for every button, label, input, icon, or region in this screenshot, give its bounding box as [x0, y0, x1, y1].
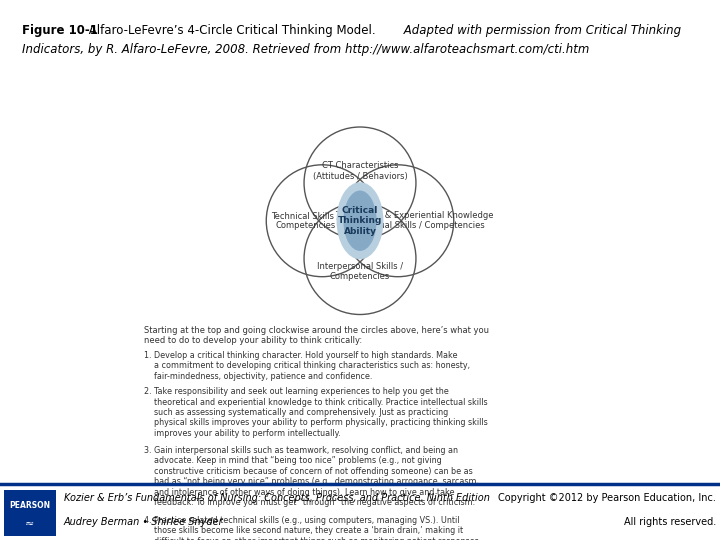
- Text: 2. Take responsibility and seek out learning experiences to help you get the
   : 2. Take responsibility and seek out lear…: [144, 387, 487, 438]
- Text: Theoretical & Experiential Knowledge
Intellectual Skills / Competencies: Theoretical & Experiential Knowledge Int…: [336, 211, 494, 231]
- Ellipse shape: [343, 191, 377, 251]
- Text: PEARSON: PEARSON: [9, 501, 50, 510]
- Text: Adapted with permission from Critical Thinking: Adapted with permission from Critical Th…: [400, 24, 680, 37]
- Text: ≈: ≈: [25, 519, 35, 529]
- Text: All rights reserved.: All rights reserved.: [624, 517, 716, 527]
- Text: Figure 10-1: Figure 10-1: [22, 24, 97, 37]
- Text: Copyright ©2012 by Pearson Education, Inc.: Copyright ©2012 by Pearson Education, In…: [498, 492, 716, 503]
- Text: Starting at the top and going clockwise around the circles above, here’s what yo: Starting at the top and going clockwise …: [144, 326, 489, 346]
- Text: Critical
Thinking
Ability: Critical Thinking Ability: [338, 206, 382, 235]
- Ellipse shape: [336, 182, 384, 259]
- Text: 3. Gain interpersonal skills such as teamwork, resolving conflict, and being an
: 3. Gain interpersonal skills such as tea…: [144, 446, 479, 507]
- Bar: [4, 490, 56, 536]
- Text: 1. Develop a critical thinking character. Hold yourself to high standards. Make
: 1. Develop a critical thinking character…: [144, 351, 470, 381]
- Text: Indicators, by R. Alfaro-LeFevre, 2008. Retrieved from http://www.alfaroteachsma: Indicators, by R. Alfaro-LeFevre, 2008. …: [22, 43, 589, 56]
- Text: Interpersonal Skills /
Competencies: Interpersonal Skills / Competencies: [317, 261, 403, 281]
- Text: 4. Practice related technical skills (e.g., using computers, managing VS.). Unti: 4. Practice related technical skills (e.…: [144, 516, 479, 540]
- Text: CT Characteristics
(Attitudes / Behaviors): CT Characteristics (Attitudes / Behavior…: [312, 161, 408, 180]
- Text: Alfaro-LeFevre’s 4-Circle Critical Thinking Model.: Alfaro-LeFevre’s 4-Circle Critical Think…: [85, 24, 376, 37]
- Text: Kozier & Erb’s Fundamentals of Nursing: Concepts, Process, and Practice, Ninth E: Kozier & Erb’s Fundamentals of Nursing: …: [64, 492, 490, 503]
- Text: Technical Skills /
Competencies: Technical Skills / Competencies: [271, 211, 340, 231]
- Text: Audrey Berman • Shirlee Snyder: Audrey Berman • Shirlee Snyder: [64, 517, 224, 527]
